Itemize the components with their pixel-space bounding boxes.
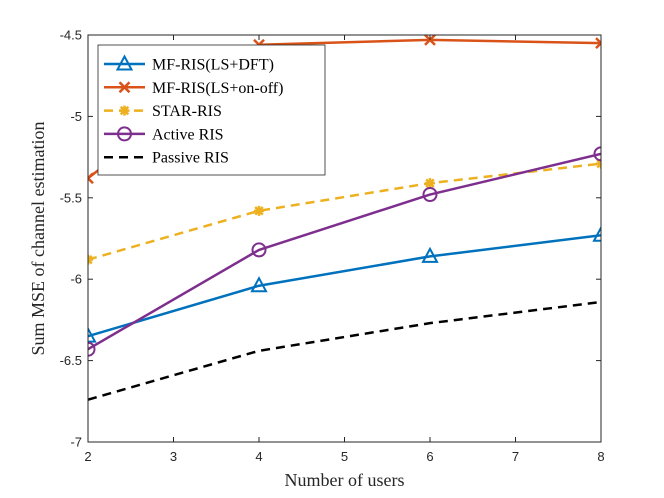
data-point <box>251 242 267 258</box>
data-point <box>88 326 97 343</box>
y-tick-label: -7 <box>70 435 82 450</box>
data-point <box>592 225 601 242</box>
y-tick-label: -6.5 <box>60 353 82 368</box>
legend-entry: Active RIS <box>104 126 224 143</box>
series-line <box>88 300 601 401</box>
series-passive-ris <box>88 300 601 401</box>
x-tick-label: 4 <box>255 449 262 464</box>
x-tick-label: 3 <box>170 449 177 464</box>
data-point <box>88 172 94 185</box>
series-layer <box>88 35 601 401</box>
legend-label: Active RIS <box>152 126 224 143</box>
data-point <box>250 276 268 293</box>
legend-marker <box>115 54 134 71</box>
series-mf-ris-ls-dft- <box>88 225 601 343</box>
x-tick-label: 2 <box>84 449 91 464</box>
data-point <box>595 37 601 50</box>
data-point <box>425 178 435 189</box>
x-axis-ticks: 2 3 4 5 6 7 8 <box>84 35 605 464</box>
x-tick-label: 6 <box>426 449 433 464</box>
x-tick-label: 5 <box>341 449 348 464</box>
data-point <box>422 187 438 203</box>
x-tick-label: 7 <box>512 449 519 464</box>
legend-label: MF-RIS(LS+on-off) <box>152 80 283 97</box>
legend-marker <box>117 126 132 142</box>
y-tick-label: -5 <box>70 109 82 124</box>
legend-label: Passive RIS <box>152 150 229 167</box>
series-line <box>88 152 601 351</box>
legend-entry: MF-RIS(LS+DFT) <box>104 54 274 74</box>
legend-entry: Passive RIS <box>104 150 229 167</box>
data-point <box>593 146 601 162</box>
y-tick-label: -4.5 <box>60 28 82 43</box>
x-axis-title: Number of users <box>285 470 405 490</box>
legend-entry: STAR-RIS <box>104 103 222 120</box>
series-active-ris <box>88 146 601 357</box>
y-axis-title: Sum MSE of channel estimation <box>28 122 48 356</box>
legend: MF-RIS(LS+DFT) MF-RIS(LS+on-off) STAR-RIS A… <box>97 44 326 176</box>
legend-label: STAR-RIS <box>152 103 222 120</box>
y-tick-label: -6 <box>70 272 82 287</box>
y-tick-label: -5.5 <box>60 190 82 205</box>
data-point <box>88 341 96 357</box>
legend-label: MF-RIS(LS+DFT) <box>152 57 274 74</box>
data-point <box>254 205 264 216</box>
x-tick-label: 8 <box>597 449 604 464</box>
series-line <box>88 234 601 338</box>
data-point <box>421 246 439 263</box>
legend-entries: MF-RIS(LS+DFT) MF-RIS(LS+on-off) STAR-RIS A… <box>104 54 283 167</box>
legend-marker <box>118 81 131 94</box>
legend-marker <box>119 105 130 116</box>
legend-entry: MF-RIS(LS+on-off) <box>104 80 283 97</box>
y-axis-ticks: -7 -6.5 -6 -5.5 -5 -4.5 <box>60 28 601 450</box>
